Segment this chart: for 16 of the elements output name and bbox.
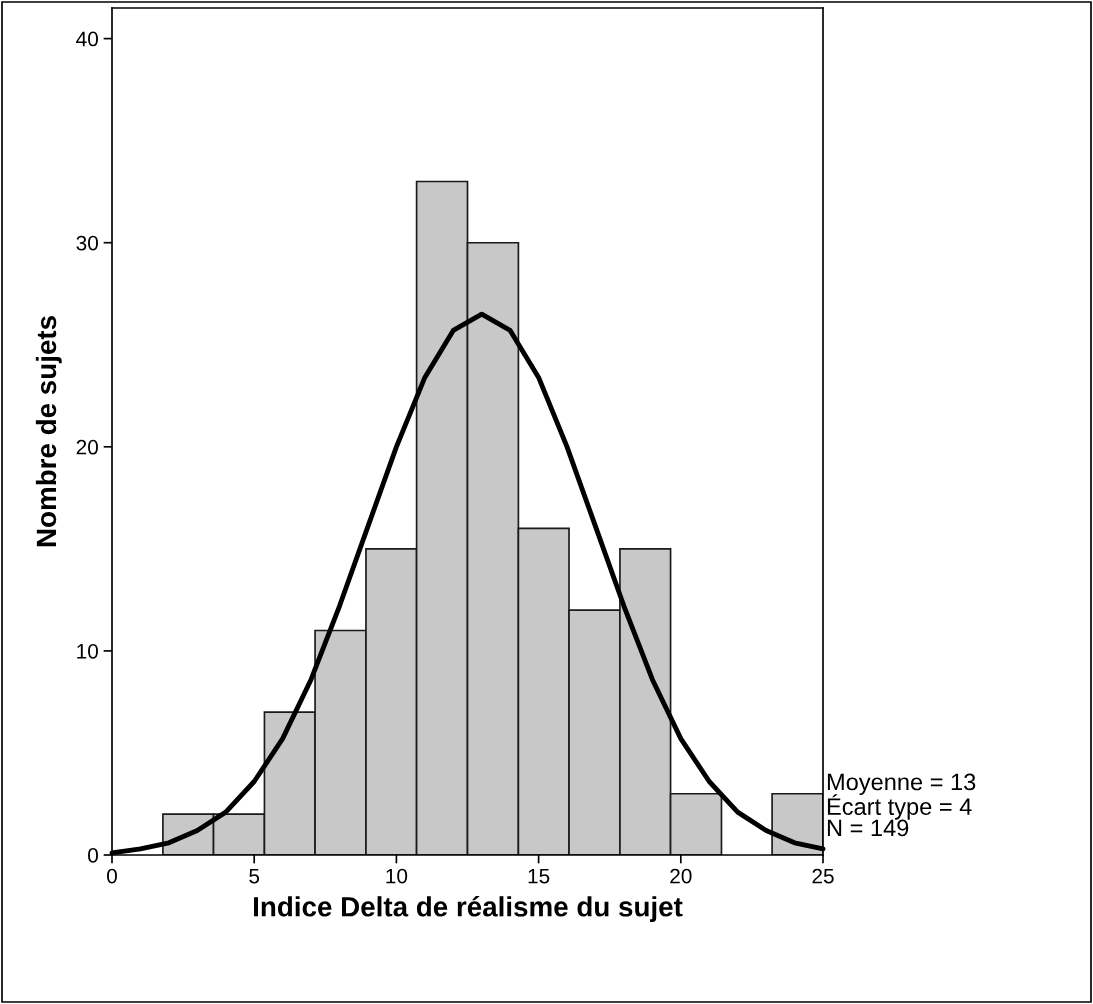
y-axis-title: Nombre de sujets [35,316,62,547]
x-tick-label: 0 [107,868,117,884]
text: N = 149 [827,819,909,837]
x-axis-title: Indice Delta de réalisme du sujet [254,895,683,923]
y-tick-label: 0 [88,848,98,863]
x-tick-label: 10 [386,868,408,884]
text: Moyenne = 13 [827,773,976,796]
x-tick-label: 20 [670,868,692,884]
x-tick-label: 15 [528,868,550,884]
y-tick-label: 10 [77,643,98,659]
text: Écart type = 4 [827,794,972,820]
y-tick-label: 30 [76,235,98,251]
x-tick-label: 25 [812,868,834,884]
x-tick-label: 5 [249,868,260,884]
y-tick-label: 40 [76,31,98,47]
y-tick-label: 20 [76,439,98,455]
